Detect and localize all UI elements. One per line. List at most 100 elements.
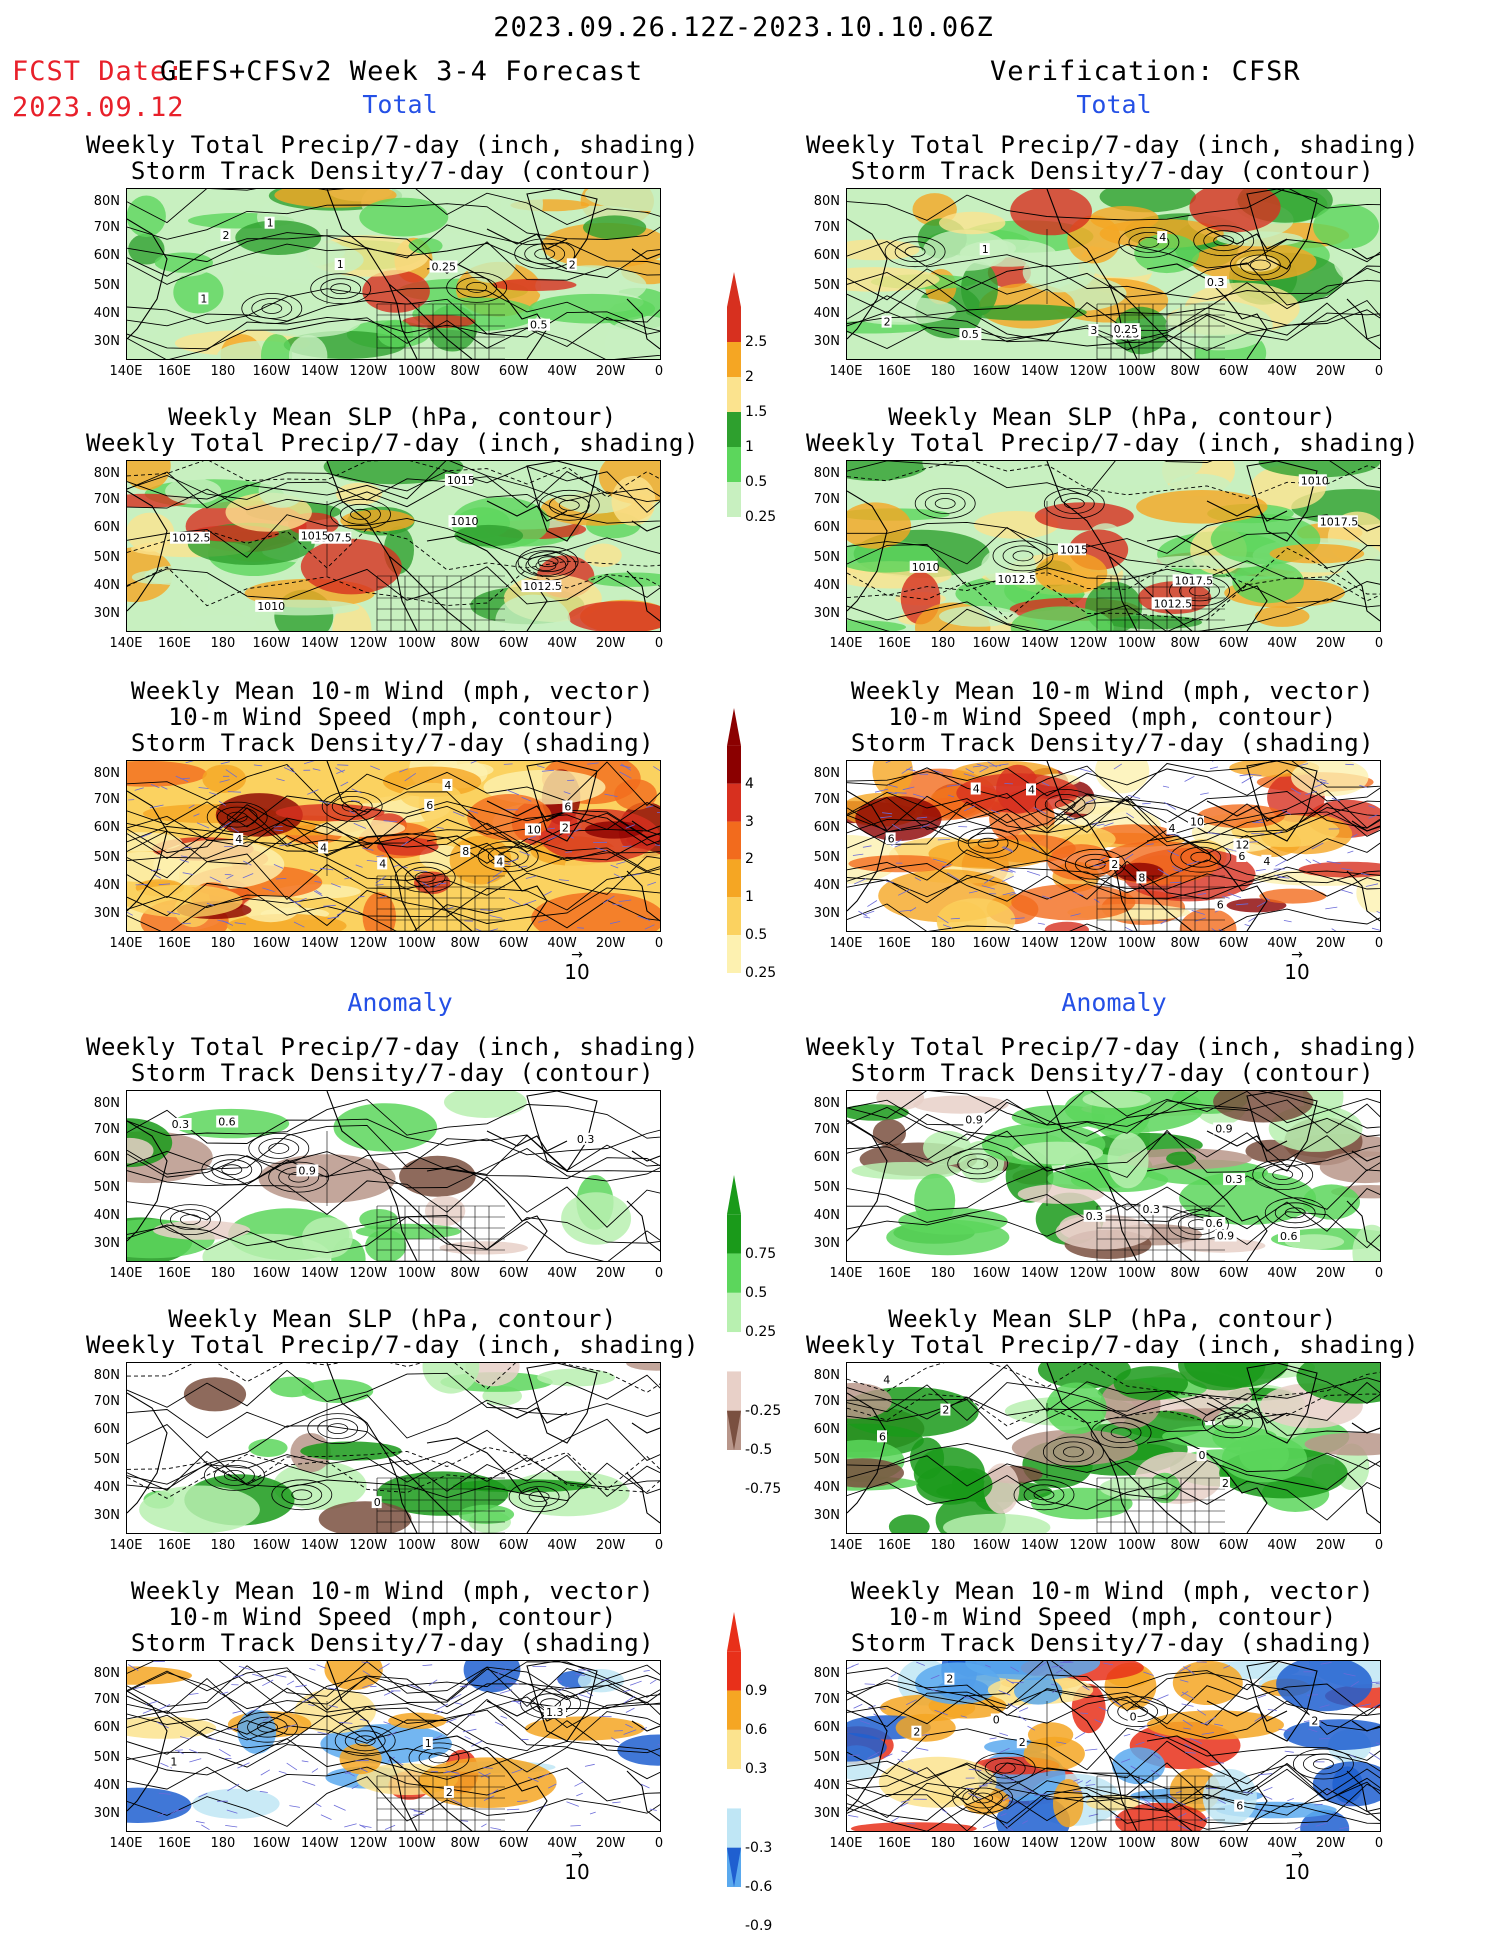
contour-label: 8 bbox=[1138, 871, 1145, 884]
lat-label: 50N bbox=[806, 278, 840, 293]
lat-label: 60N bbox=[806, 1150, 840, 1165]
lon-label: 160E bbox=[872, 364, 916, 379]
lon-label: 160E bbox=[872, 636, 916, 651]
lon-label: 40W bbox=[1260, 1266, 1304, 1281]
verification-label: Verification: CFSR bbox=[990, 56, 1301, 87]
lat-label: 30N bbox=[86, 1508, 120, 1523]
colorbar-label: 0.5 bbox=[745, 927, 767, 943]
contour-label: 1017.5 bbox=[1175, 574, 1214, 587]
lon-label: 80W bbox=[443, 364, 487, 379]
lon-label: 80W bbox=[443, 1266, 487, 1281]
contour-label: 0.6 bbox=[1205, 1217, 1223, 1230]
contour-label: 0.25 bbox=[1114, 323, 1139, 336]
lat-label: 40N bbox=[806, 1480, 840, 1495]
colorbar-label: 2 bbox=[745, 369, 754, 385]
lon-label: 140E bbox=[104, 1538, 148, 1553]
lat-label: 40N bbox=[806, 1208, 840, 1223]
colorbar-label: -0.5 bbox=[745, 1442, 772, 1458]
contour-label: 1015 bbox=[447, 474, 475, 487]
lat-label: 80N bbox=[86, 194, 120, 209]
lon-label: 60W bbox=[1212, 364, 1256, 379]
lat-label: 70N bbox=[806, 220, 840, 235]
lon-label: 120W bbox=[1066, 636, 1110, 651]
lon-label: 160E bbox=[152, 364, 196, 379]
lon-label: 140E bbox=[104, 1836, 148, 1851]
colorbar-label: 1 bbox=[745, 439, 754, 455]
lon-label: 140W bbox=[1018, 936, 1062, 951]
lon-label: 160E bbox=[152, 1266, 196, 1281]
contour-label: 0.3 bbox=[1207, 276, 1225, 289]
panel-title: Weekly Mean 10-m Wind (mph, vector) bbox=[86, 678, 699, 704]
contour-label: 0.9 bbox=[298, 1164, 316, 1177]
lon-label: 140E bbox=[104, 636, 148, 651]
colorbar-label: 1 bbox=[745, 889, 754, 905]
section-anomaly-right: Anomaly bbox=[1014, 988, 1214, 1017]
colorbar-label: -0.3 bbox=[745, 1840, 772, 1856]
lat-label: 30N bbox=[86, 906, 120, 921]
lat-label: 30N bbox=[806, 1236, 840, 1251]
lon-label: 160E bbox=[152, 936, 196, 951]
contour-label: 1 bbox=[982, 243, 989, 256]
lon-label: 160E bbox=[872, 936, 916, 951]
lon-label: 120W bbox=[1066, 364, 1110, 379]
lon-label: 0 bbox=[637, 636, 681, 651]
lon-label: 140W bbox=[298, 1836, 342, 1851]
lon-label: 180 bbox=[201, 936, 245, 951]
contour-label: 6 bbox=[564, 800, 571, 813]
lon-label: 140E bbox=[104, 1266, 148, 1281]
contour-label: 10 bbox=[1190, 816, 1204, 829]
vector-reference-value: 10 bbox=[1284, 960, 1309, 984]
lon-label: 160W bbox=[969, 936, 1013, 951]
lon-label: 140W bbox=[298, 1538, 342, 1553]
lat-label: 40N bbox=[806, 1778, 840, 1793]
contour-label: 0.3 bbox=[172, 1118, 190, 1131]
lat-label: 60N bbox=[86, 1422, 120, 1437]
contour-label: 1 bbox=[267, 217, 274, 230]
lon-label: 140E bbox=[824, 1266, 868, 1281]
lat-label: 70N bbox=[86, 792, 120, 807]
contour-label: 2 bbox=[884, 316, 891, 329]
lat-label: 50N bbox=[86, 850, 120, 865]
contour-label: 2 bbox=[562, 821, 569, 834]
panel-title: Weekly Mean SLP (hPa, contour) bbox=[86, 1306, 699, 1332]
colorbar-label: 2 bbox=[745, 851, 754, 867]
panel-title: Weekly Total Precip/7-day (inch, shading… bbox=[86, 132, 699, 158]
lat-label: 50N bbox=[806, 1750, 840, 1765]
colorbar-storm-total bbox=[727, 708, 741, 973]
lat-label: 80N bbox=[86, 1368, 120, 1383]
panel-title: Storm Track Density/7-day (contour) bbox=[806, 158, 1419, 184]
panel-title: 10-m Wind Speed (mph, contour) bbox=[86, 1604, 699, 1630]
lon-label: 100W bbox=[1115, 1266, 1159, 1281]
lat-label: 70N bbox=[86, 220, 120, 235]
contour-label: 0.5 bbox=[530, 319, 548, 332]
lon-label: 140W bbox=[298, 936, 342, 951]
panel-title: Storm Track Density/7-day (contour) bbox=[86, 158, 699, 184]
lon-label: 80W bbox=[443, 1836, 487, 1851]
lon-label: 40W bbox=[540, 364, 584, 379]
panel-title: Storm Track Density/7-day (contour) bbox=[86, 1060, 699, 1086]
panel-title: Storm Track Density/7-day (shading) bbox=[806, 730, 1419, 756]
colorbar-label: 2.5 bbox=[745, 334, 767, 350]
lon-label: 80W bbox=[1163, 1538, 1207, 1553]
lon-label: 120W bbox=[346, 936, 390, 951]
panel-title: Weekly Total Precip/7-day (inch, shading… bbox=[806, 430, 1419, 456]
lon-label: 20W bbox=[589, 1538, 633, 1553]
panel-title: Weekly Total Precip/7-day (inch, shading… bbox=[806, 132, 1419, 158]
lat-label: 60N bbox=[86, 820, 120, 835]
panel-title: Storm Track Density/7-day (shading) bbox=[86, 1630, 699, 1656]
lon-label: 140W bbox=[1018, 1836, 1062, 1851]
contour-label: 0.9 bbox=[1217, 1230, 1235, 1243]
date-range: 2023.09.26.12Z-2023.10.10.06Z bbox=[0, 12, 1487, 43]
lon-label: 160W bbox=[969, 364, 1013, 379]
lon-label: 60W bbox=[1212, 1266, 1256, 1281]
contour-label: 0 bbox=[1130, 1711, 1137, 1724]
lon-label: 180 bbox=[921, 636, 965, 651]
lat-label: 70N bbox=[86, 1692, 120, 1707]
lon-label: 140E bbox=[824, 1538, 868, 1553]
panel-title: Storm Track Density/7-day (shading) bbox=[86, 730, 699, 756]
lon-label: 80W bbox=[1163, 364, 1207, 379]
